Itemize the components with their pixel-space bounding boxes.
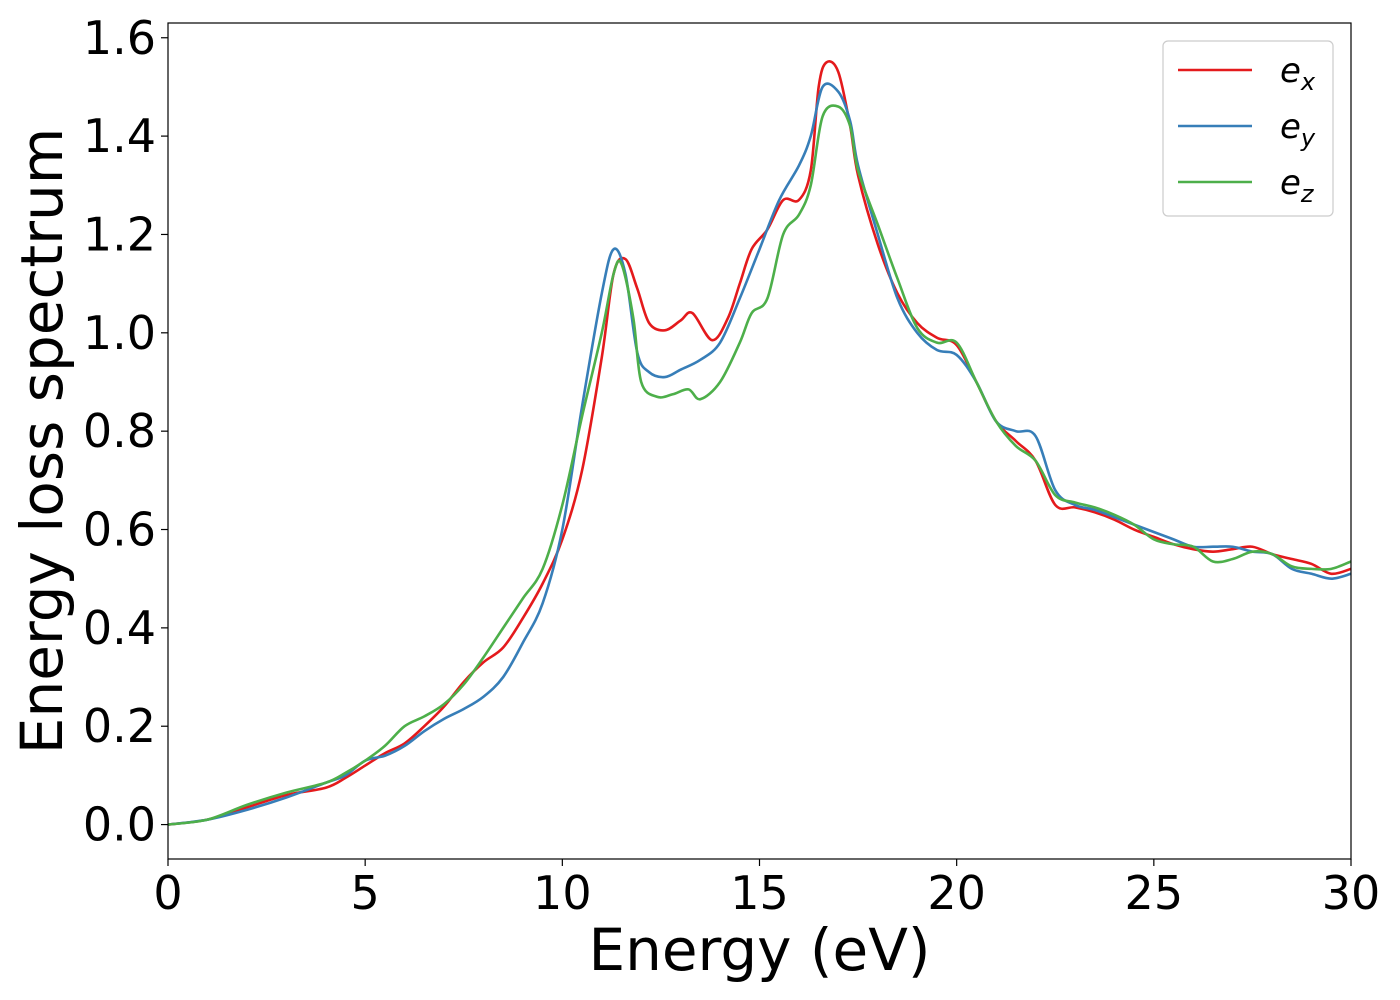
x-tick-label: 10 [533,866,592,920]
legend-label-y: ey [1280,107,1316,152]
y-tick-label: 0.0 [83,798,156,852]
y-tick-label: 1.4 [83,109,156,163]
series-lines [167,60,1352,826]
x-tick-label: 15 [730,866,789,920]
series-line-z [167,104,1352,826]
x-axis-title: Energy (eV) [588,916,930,984]
y-tick-label: 0.2 [83,699,156,753]
y-tick-label: 0.6 [83,503,156,557]
y-tick-label: 1.2 [83,207,156,261]
y-tick-label: 1.0 [83,306,156,360]
x-tick-label: 30 [1322,866,1381,920]
x-tick-label: 25 [1125,866,1184,920]
axis-ticks: 0 5 10 15 20 25 30 0.0 0.2 0.4 0.6 0.8 1.0 1.2 1.4 1.6 [83,11,1380,920]
legend: ex ey ez [1162,40,1334,217]
legend-label-x: ex [1280,51,1316,96]
y-axis-title: Energy loss spectrum [8,128,76,754]
y-tick-label: 0.8 [83,404,156,458]
legend-box [1162,40,1334,217]
y-tick-label: 1.6 [83,11,156,65]
legend-label-z: ez [1280,163,1315,208]
series-line-y [167,82,1352,826]
x-tick-label: 20 [927,866,986,920]
x-tick-label: 0 [153,866,182,920]
x-tick-label: 5 [351,866,380,920]
y-tick-label: 0.4 [83,601,156,655]
